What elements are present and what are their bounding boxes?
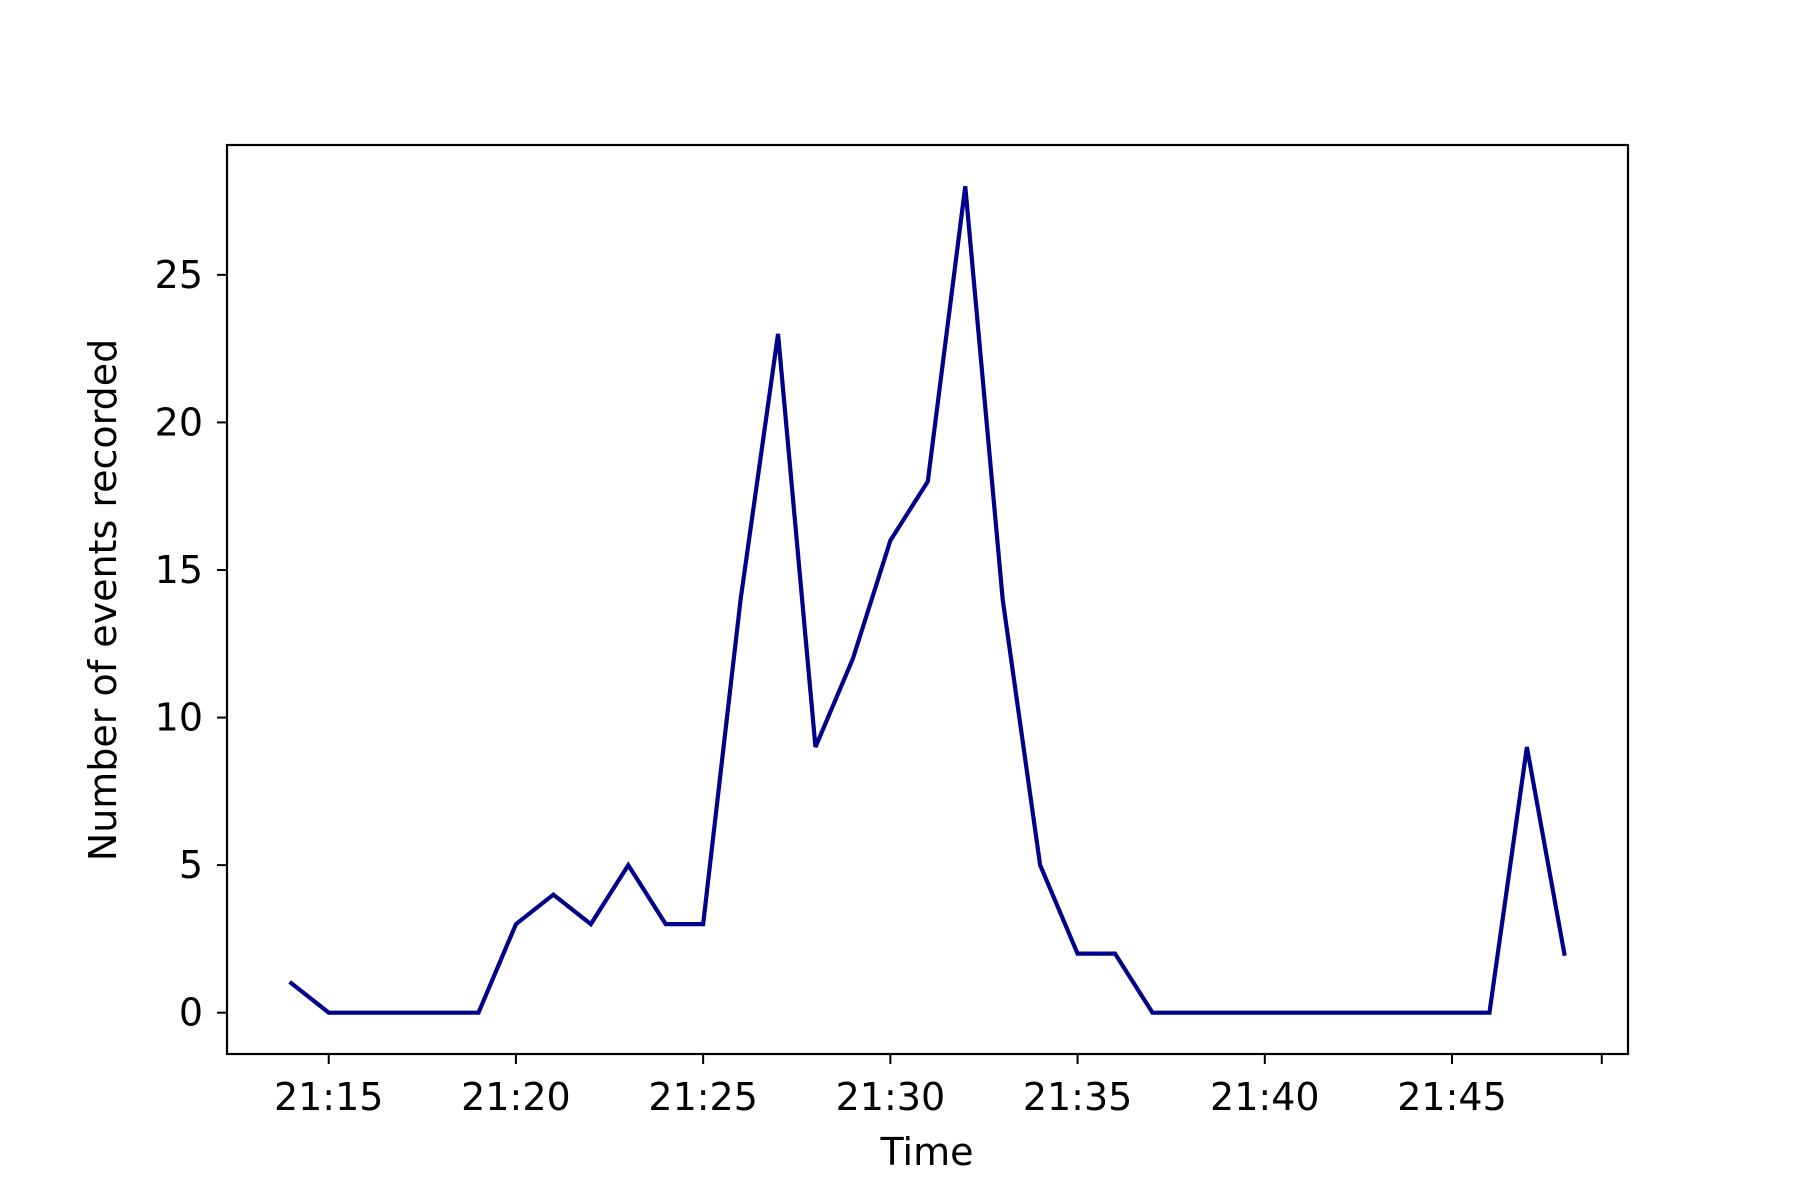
y-axis-ticks: 0 5 10 15 20 25 xyxy=(155,253,227,1035)
x-axis-label: Time xyxy=(880,1130,974,1174)
plot-frame xyxy=(225,143,1630,1056)
x-tick-label: 21:15 xyxy=(274,1075,384,1119)
x-tick-label: 21:30 xyxy=(836,1075,946,1119)
y-tick-label: 0 xyxy=(179,991,203,1035)
y-tick-label: 15 xyxy=(155,548,203,592)
y-axis-label: Number of events recorded xyxy=(81,339,125,861)
x-tick-label: 21:25 xyxy=(648,1075,758,1119)
series-layer xyxy=(288,186,1567,1015)
y-tick-label: 5 xyxy=(179,843,203,887)
y-tick-label: 25 xyxy=(155,253,203,297)
y-tick-label: 10 xyxy=(155,696,203,740)
series-line xyxy=(288,186,1567,1015)
x-tick-label: 21:20 xyxy=(461,1075,571,1119)
x-tick-label: 21:35 xyxy=(1023,1075,1133,1119)
y-tick-label: 20 xyxy=(155,400,203,444)
x-tick-label: 21:45 xyxy=(1397,1075,1507,1119)
x-tick-label: 21:40 xyxy=(1210,1075,1320,1119)
x-axis-ticks: 21:15 21:20 21:25 21:30 21:35 21:40 21:45 xyxy=(274,1054,1603,1119)
